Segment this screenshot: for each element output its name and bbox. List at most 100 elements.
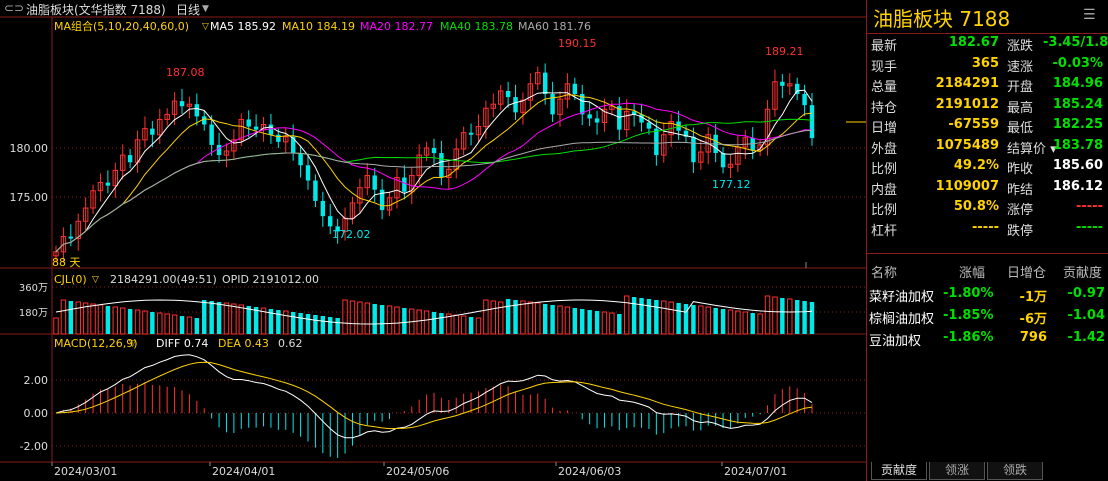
quote-value: 182.67 [948, 35, 999, 50]
candle-body [372, 175, 377, 190]
quote-value: 185.60 [1052, 158, 1103, 173]
volume-tick: 360万 [19, 283, 48, 294]
candle-body [364, 174, 371, 189]
quote-row: 外盘 1075489 结算价 ▾ 183.78 [867, 138, 1108, 159]
table-header[interactable]: 贡献度 [1063, 266, 1103, 281]
table-header[interactable]: 名称 [871, 266, 898, 281]
candle-body [290, 136, 296, 154]
candle-body [409, 174, 415, 193]
volume-bar [757, 313, 763, 335]
list-menu-icon[interactable]: ☰ [1083, 7, 1096, 23]
macd-label: MACD(12,26,9) [54, 337, 138, 350]
volume-bar [676, 303, 681, 334]
quote-label: 外盘 [871, 141, 898, 157]
chevron-down-icon: ▽ [92, 275, 99, 285]
volume-bar [520, 300, 526, 335]
tab-2[interactable]: 领跌 [987, 462, 1043, 480]
candle-body [171, 100, 178, 115]
quote-label: 比例 [871, 162, 898, 177]
volume-bar [60, 299, 67, 335]
link-icon[interactable]: ⊂⊃ [4, 1, 25, 15]
table-cell: 菜籽油加权 [869, 290, 935, 305]
volume-bar [698, 305, 704, 335]
candle-body [423, 147, 430, 156]
candle-body [298, 153, 303, 166]
candle-body [209, 124, 214, 145]
quote-value: ----- [972, 219, 999, 235]
candle-body [97, 182, 104, 192]
ma-legend-item: MA20 182.77 [360, 20, 433, 33]
quote-value: 50.8% [953, 199, 999, 214]
volume-bar [402, 308, 407, 334]
table-header[interactable]: 日增仓 [1007, 266, 1047, 281]
candle-body [283, 136, 289, 143]
volume-bar [231, 303, 237, 335]
quote-row: 内盘 1109007 昨结 186.12 [867, 179, 1108, 200]
volume-bar [460, 315, 467, 335]
peak-label: 190.15 [558, 37, 597, 50]
volume-bar [335, 318, 340, 334]
candle-body [119, 154, 126, 171]
candle-body [564, 83, 571, 100]
volume-bar [364, 302, 371, 335]
table-cell: -1.42 [1067, 330, 1105, 345]
candle-body [535, 72, 541, 85]
candle-body [379, 189, 385, 211]
volume-bar [505, 299, 511, 334]
candle-body [439, 153, 444, 178]
tab-0[interactable]: 贡献度 [871, 462, 927, 480]
volume-bar [416, 309, 422, 335]
quote-label[interactable]: 结算价 ▾ [1007, 141, 1057, 157]
quote-row: 持仓 2191012 最高 185.24 [867, 97, 1108, 118]
days-label: 88 天 [52, 256, 81, 269]
candle-body [757, 144, 763, 151]
candle-body [335, 226, 340, 232]
candle-body [646, 122, 652, 129]
volume-bar [290, 312, 296, 334]
kline-chart[interactable]: MA组合(5,10,20,40,60,0) MA5 185.92 MA10 184.… [0, 0, 866, 481]
table-header[interactable]: 涨幅 [959, 266, 986, 281]
volume-bar [490, 300, 497, 335]
chevron-down-icon[interactable]: ▼ [202, 4, 209, 14]
candle-body [661, 134, 667, 156]
table-cell: -0.97 [1067, 286, 1105, 301]
volume-bar [171, 314, 178, 335]
table-row[interactable]: 菜籽油加权 -1.80% -1万 -0.97 [867, 286, 1108, 307]
quote-label: 涨跌 [1007, 39, 1034, 54]
quote-label: 涨停 [1007, 203, 1034, 218]
quote-value: 2184291 [935, 76, 999, 91]
table-cell: -1.86% [943, 330, 994, 345]
trough-label: 177.12 [712, 178, 751, 191]
date-label: 2024/03/01 [54, 465, 117, 478]
candle-body [231, 139, 237, 152]
candle-body [698, 151, 704, 163]
period-selector[interactable]: 日线 [176, 3, 201, 17]
volume-bar [594, 311, 600, 334]
candle-body [320, 200, 326, 217]
volume-bar [483, 299, 489, 335]
volume-bar [97, 304, 104, 335]
volume-bar [90, 303, 96, 335]
candle-body [742, 137, 749, 148]
candle-body [520, 99, 526, 113]
volume-bar [357, 301, 363, 335]
candle-body [90, 190, 96, 209]
table-row[interactable]: 棕榈油加权 -1.85% -6万 -1.04 [867, 308, 1108, 329]
table-row[interactable]: 豆油加权 -1.86% 796 -1.42 [867, 330, 1108, 351]
volume-bar [82, 302, 89, 335]
quote-panel: 油脂板块 7188 ☰ 最新 182.67 涨跌 -3.45/1.85% 现手 365 速涨… [866, 0, 1108, 481]
candle-body [142, 128, 148, 141]
candle-body [223, 150, 230, 156]
candle-body [594, 118, 600, 123]
volume-bar [772, 296, 778, 335]
tab-1[interactable]: 领涨 [929, 462, 985, 480]
volume-bar [260, 307, 267, 335]
volume-bar [497, 301, 504, 335]
volume-bar [654, 300, 659, 334]
volume-bar [298, 313, 303, 334]
quote-value: ----- [1076, 219, 1103, 235]
volume-bar [268, 309, 274, 334]
trough-label: 172.02 [332, 228, 371, 241]
volume-bar [439, 313, 444, 334]
quote-value: 1075489 [935, 137, 999, 153]
